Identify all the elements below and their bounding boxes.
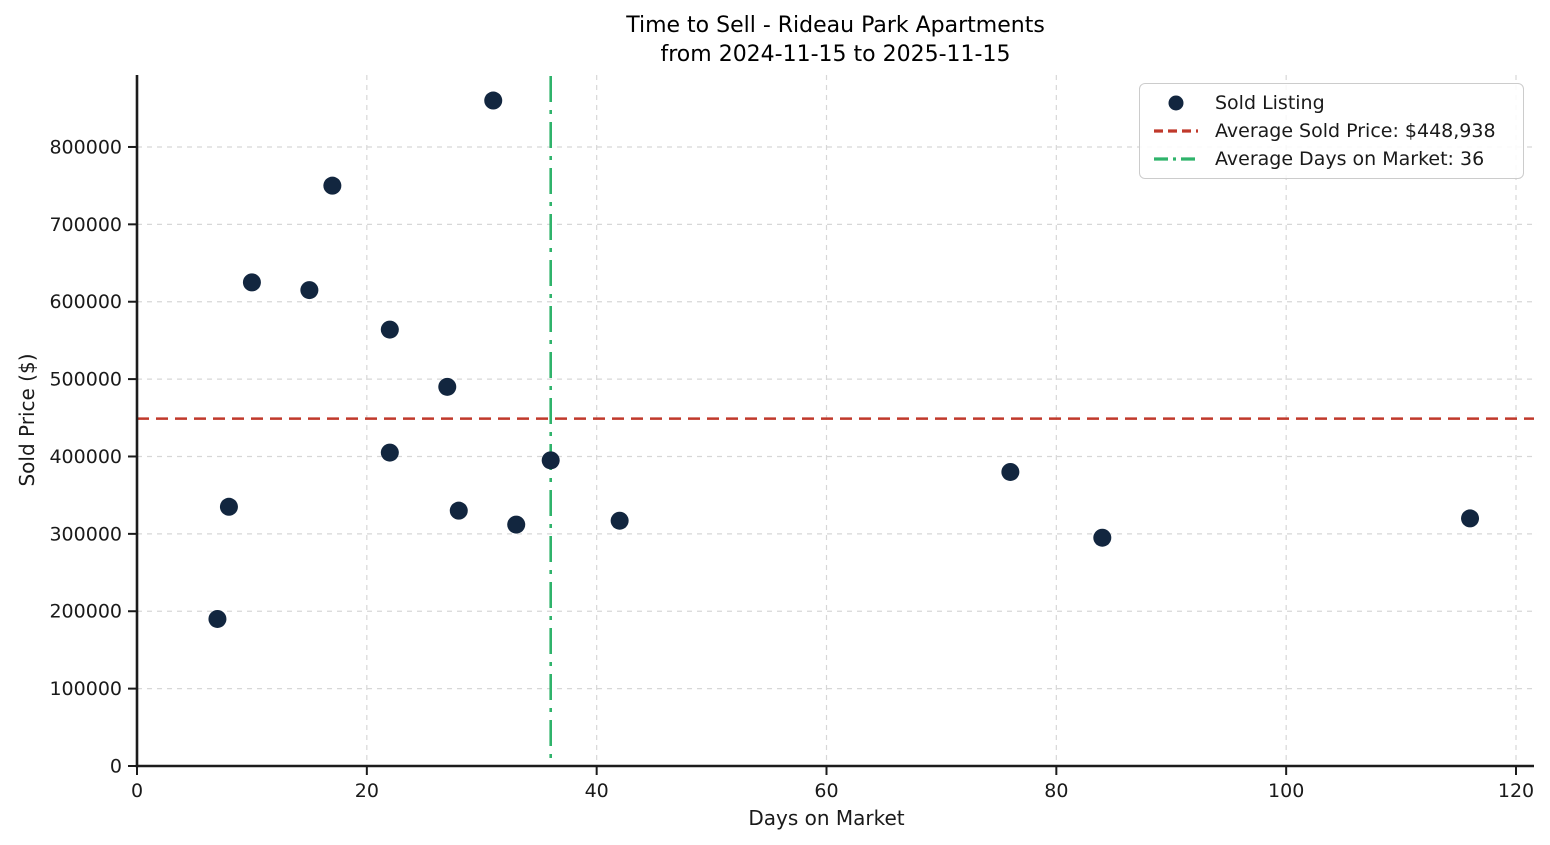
dashdot-line-marker-icon: [1152, 149, 1200, 169]
scatter-point: [1093, 528, 1112, 547]
legend-label: Average Days on Market: 36: [1215, 148, 1485, 170]
scatter-point: [507, 515, 526, 534]
dot-marker-icon: [1152, 93, 1200, 113]
scatter-point: [1001, 462, 1020, 481]
legend-item-avg-days-on-market: Average Days on Market: 36: [1152, 148, 1511, 170]
scatter-point: [380, 443, 399, 462]
scatter-point: [242, 273, 261, 292]
scatter-point: [438, 377, 457, 396]
chart-title-line2: from 2024-11-15 to 2025-11-15: [660, 42, 1011, 67]
y-tick-label: 300000: [49, 523, 122, 545]
scatter-point: [449, 501, 468, 520]
scatter-point: [300, 281, 319, 300]
x-tick-label: 120: [1498, 780, 1534, 802]
legend: Sold Listing Average Sold Price: $448,93…: [1139, 83, 1524, 179]
x-tick-label: 40: [585, 780, 609, 802]
legend-item-avg-sold-price: Average Sold Price: $448,938: [1152, 120, 1511, 142]
scatter-point: [541, 451, 560, 470]
scatter-point: [323, 176, 342, 195]
x-axis-label: Days on Market: [748, 806, 905, 830]
chart-title: Time to Sell - Rideau Park Apartments fr…: [137, 11, 1534, 69]
scatter-point: [208, 609, 227, 628]
y-tick-label: 800000: [49, 136, 122, 158]
scatter-point: [219, 497, 238, 516]
dashed-line-marker-icon: [1152, 121, 1200, 141]
y-tick-label: 400000: [49, 446, 122, 468]
y-tick-label: 0: [110, 756, 122, 778]
y-tick-label: 200000: [49, 601, 122, 623]
legend-label: Average Sold Price: $448,938: [1215, 120, 1496, 142]
scatter-point: [1461, 509, 1480, 528]
y-tick-label: 500000: [49, 369, 122, 391]
x-tick-label: 20: [355, 780, 379, 802]
y-axis-label: Sold Price ($): [15, 353, 39, 487]
x-tick-label: 0: [131, 780, 143, 802]
scatter-point: [484, 91, 503, 110]
legend-label: Sold Listing: [1215, 92, 1325, 114]
scatter-point: [610, 511, 629, 530]
x-tick-label: 80: [1044, 780, 1068, 802]
x-tick-label: 60: [814, 780, 838, 802]
x-tick-label: 100: [1268, 780, 1304, 802]
y-tick-label: 700000: [49, 214, 122, 236]
y-tick-label: 600000: [49, 291, 122, 313]
legend-item-sold-listing: Sold Listing: [1152, 92, 1511, 114]
scatter-point: [380, 320, 399, 339]
chart-title-line1: Time to Sell - Rideau Park Apartments: [626, 13, 1045, 38]
y-tick-label: 100000: [49, 678, 122, 700]
